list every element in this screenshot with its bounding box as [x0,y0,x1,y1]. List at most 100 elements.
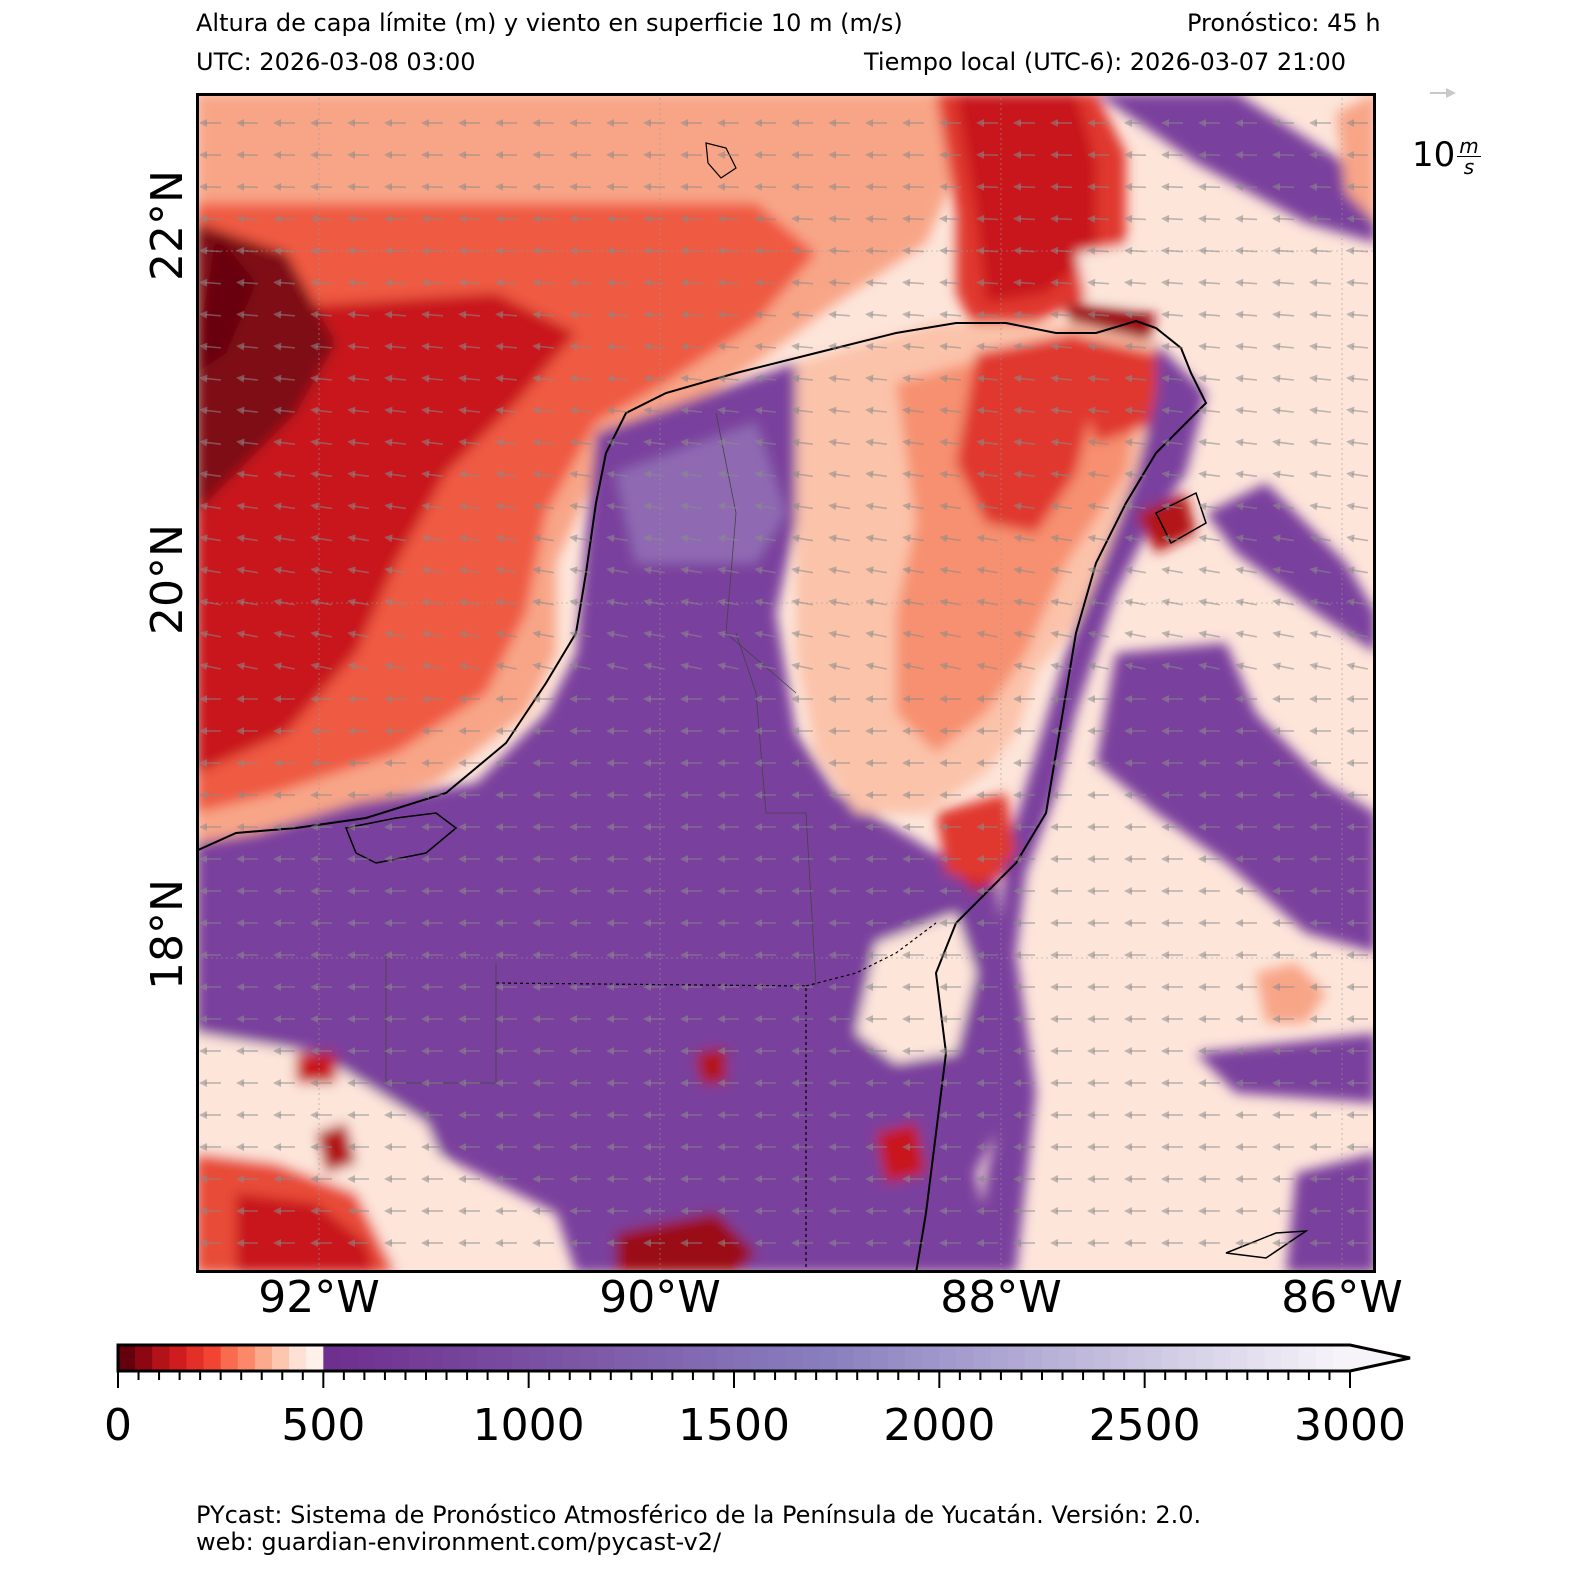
wind-arrow [569,118,592,127]
wind-arrow [273,1175,295,1183]
wind-arrow [236,630,258,639]
wind-arrow [791,1047,813,1055]
wind-arrow [310,1015,332,1023]
wind-arrow [236,855,258,863]
wind-arrow [1050,342,1073,351]
wind-arrow [1346,118,1369,127]
wind-arrow [273,759,295,767]
wind-arrow [791,118,814,127]
wind-arrow [643,438,666,447]
wind-arrow [1161,1175,1183,1183]
wind-arrow [976,1143,998,1151]
wind-arrow [347,919,369,927]
wind-arrow [1050,278,1073,287]
wind-arrow [458,791,480,799]
wind-arrow [1198,1015,1220,1023]
wind-arrow [1087,1143,1109,1151]
wind-arrow [421,887,443,895]
wind-arrow [458,246,481,255]
wind-arrow [458,727,480,735]
wind-arrow [1087,695,1109,703]
wind-arrow [754,727,776,735]
colorbar-frame [116,1343,1411,1373]
wind-arrow [273,182,296,191]
wind-arrow [1124,1111,1146,1119]
wind-arrow [939,695,961,703]
wind-arrow [939,1111,961,1119]
wind-arrow [606,566,628,575]
wind-arrow [1013,246,1036,255]
wind-arrow [902,1015,924,1023]
wind-arrow [902,1175,924,1183]
wind-arrow [1013,919,1035,927]
wind-arrow [347,727,369,735]
wind-arrow [458,118,481,127]
wind-arrow [310,823,332,831]
wind-arrow [1198,438,1221,447]
wind-arrow [828,887,850,895]
wind-arrow [569,1047,591,1055]
wind-arrow [754,118,777,127]
wind-arrow [643,214,666,223]
wind-arrow [754,1015,776,1023]
wind-arrow [1050,566,1072,575]
wind-arrow [347,150,370,159]
wind-arrow [1050,887,1072,895]
wind-arrow [384,791,406,799]
wind-arrow [1272,855,1294,863]
colorbar-cell [357,1345,376,1371]
wind-arrow [1050,1207,1072,1215]
wind-arrow [1235,310,1258,319]
wind-arrow [1272,1175,1294,1183]
wind-arrow [606,470,629,479]
wind-arrow [1272,1207,1294,1215]
colorbar-cell [340,1345,359,1371]
wind-arrow [273,310,296,319]
wind-arrow [273,919,295,927]
wind-arrow [384,534,407,543]
wind-arrow [902,566,924,575]
colorbar-cell [734,1345,752,1371]
wind-arrow [1235,470,1258,479]
wind-arrow [495,342,518,351]
wind-arrow [1124,310,1147,319]
wind-arrow [569,1239,591,1247]
colorbar-cell [254,1345,273,1371]
wind-arrow [1235,566,1257,575]
wind-arrow [384,727,406,735]
wind-arrow [1272,246,1295,255]
wind-arrow [1087,1015,1109,1023]
wind-arrow [865,951,887,959]
wind-arrow [754,919,776,927]
wind-arrow [1013,1079,1035,1087]
wind-arrow [717,214,740,223]
wind-arrow [273,662,295,671]
colorbar [116,1343,1411,1388]
wind-arrow [643,342,666,351]
wind-arrow [939,887,961,895]
wind-arrow [310,438,333,447]
wind-arrow [569,374,592,383]
wind-arrow [1198,983,1220,991]
wind-arrow [236,951,258,959]
wind-arrow [717,983,739,991]
wind-arrow [569,1079,591,1087]
colorbar-tick-label: 2500 [1088,1400,1201,1451]
wind-arrow [606,695,628,703]
wind-arrow [1087,278,1110,287]
wind-arrow [310,246,333,255]
wind-arrow [384,150,407,159]
wind-arrow [1013,727,1035,735]
wind-arrow [791,1111,813,1119]
wind-arrow [199,1079,221,1087]
wind-arrow [828,1143,850,1151]
wind-arrow [717,727,739,735]
wind-arrow [1050,310,1073,319]
wind-arrow [347,118,370,127]
wind-arrow [902,502,925,511]
wind-arrow [1161,695,1183,703]
wind-arrow [310,342,333,351]
wind-arrow [532,374,555,383]
wind-arrow [939,1175,961,1183]
colorbar-cell [528,1345,547,1371]
